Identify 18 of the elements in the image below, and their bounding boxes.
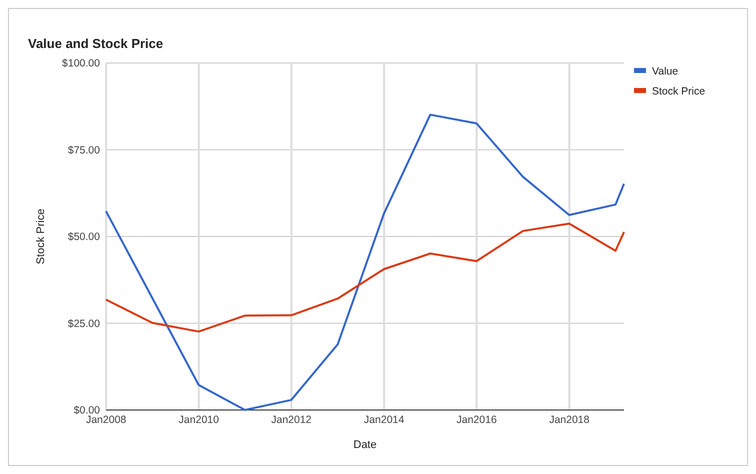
x-tick-label: Jan2014	[364, 414, 404, 426]
x-tick-label: Jan2016	[456, 414, 497, 426]
x-tick-label: Jan2008	[86, 414, 126, 426]
x-axis-title: Date	[353, 439, 377, 451]
line-series	[105, 222, 625, 333]
legend-label: Value	[652, 66, 678, 78]
line-series	[105, 114, 625, 411]
chart-title: Value and Stock Price	[28, 36, 164, 51]
y-tick-label: $75.00	[68, 144, 100, 156]
x-tick-label: Jan2010	[178, 414, 220, 426]
x-tick-label: Jan2012	[271, 414, 312, 426]
legend-label: Stock Price	[652, 86, 706, 98]
y-tick-label: $50.00	[68, 231, 100, 244]
y-axis-title: Stock Price	[35, 208, 47, 264]
y-tick-label: $100.00	[62, 58, 100, 70]
y-tick-label: $0.00	[74, 404, 100, 417]
x-tick-label: Jan2018	[549, 414, 590, 426]
y-tick-label: $25.00	[68, 318, 100, 330]
